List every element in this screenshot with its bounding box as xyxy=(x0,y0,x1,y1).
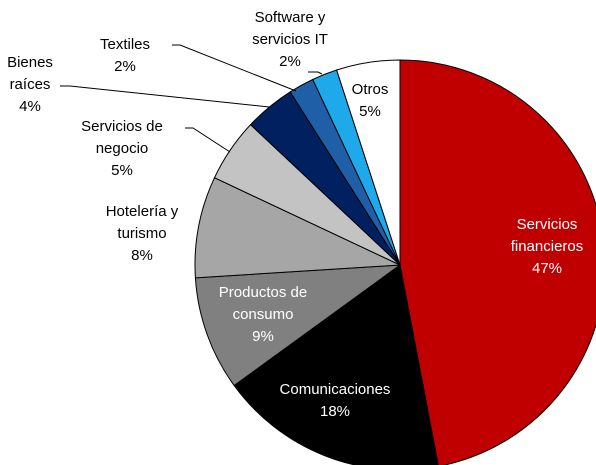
slice-label: Productos de consumo xyxy=(219,284,307,323)
slice-label: Bienes raíces xyxy=(7,54,53,93)
value-label: 9% xyxy=(252,328,274,345)
slice-label: Servicios financieros xyxy=(511,216,584,255)
pie-slice xyxy=(399,59,596,465)
slice-label: Hotelería y turismo xyxy=(106,203,179,242)
pie-slice xyxy=(336,59,401,266)
slice-label: Software y servicios IT xyxy=(252,9,328,48)
value-label: 2% xyxy=(279,53,301,70)
value-label: 5% xyxy=(111,162,133,179)
pie-slice xyxy=(194,264,402,387)
leader-line xyxy=(185,127,231,153)
pie-slice xyxy=(233,264,439,465)
value-label: 18% xyxy=(320,403,350,420)
leader-line xyxy=(308,71,323,75)
value-label: 4% xyxy=(19,98,41,115)
pie-slice xyxy=(194,177,401,279)
value-label: 2% xyxy=(114,58,136,75)
value-label: 8% xyxy=(131,247,153,264)
value-label: 47% xyxy=(532,260,562,277)
slices xyxy=(194,59,596,465)
slice-label: Otros xyxy=(352,81,389,98)
slice-label: Comunicaciones xyxy=(280,381,391,398)
value-label: 5% xyxy=(359,103,381,120)
slice-label: Servicios de negocio xyxy=(81,118,163,157)
leader-line xyxy=(60,85,270,108)
leader-line xyxy=(172,44,297,92)
slice-label: Textiles xyxy=(100,36,150,53)
